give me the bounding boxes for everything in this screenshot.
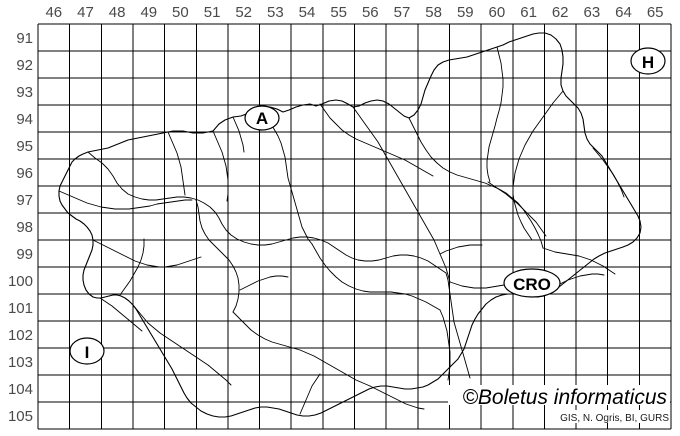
col-label: 60 xyxy=(489,4,506,21)
col-label: 49 xyxy=(140,4,157,21)
row-label: 95 xyxy=(16,138,33,155)
col-label: 65 xyxy=(647,4,664,21)
grid-lines xyxy=(37,23,672,430)
region-boundary xyxy=(92,239,202,268)
marker-ellipse-cro xyxy=(503,268,561,298)
row-label: 97 xyxy=(16,192,33,209)
region-boundary xyxy=(232,116,245,153)
region-boundary xyxy=(486,46,504,183)
region-boundary xyxy=(119,238,145,296)
region-boundary xyxy=(87,151,259,246)
col-label: 62 xyxy=(552,4,569,21)
attribution-backdrop xyxy=(556,410,670,423)
row-label: 100 xyxy=(8,273,33,290)
internal-region-boundaries xyxy=(58,46,625,415)
attribution-label: GIS, N. Ogris, BI, GURS xyxy=(560,413,669,424)
region-boundary xyxy=(257,236,447,274)
region-boundary xyxy=(195,199,240,313)
col-label: 46 xyxy=(45,4,62,21)
slovenia-national-border xyxy=(58,32,642,418)
country-border-outline xyxy=(58,32,642,418)
region-boundary xyxy=(58,190,193,210)
marker-label-cro: CRO xyxy=(513,275,551,294)
country-marker-h[interactable]: H xyxy=(630,47,666,75)
col-label: 51 xyxy=(204,4,221,21)
marker-label-a: A xyxy=(256,109,268,128)
region-boundary xyxy=(512,90,564,241)
col-label: 53 xyxy=(267,4,284,21)
row-label: 94 xyxy=(16,111,33,128)
region-boundary xyxy=(352,106,451,283)
col-label: 63 xyxy=(584,4,601,21)
region-boundary xyxy=(232,311,371,387)
col-label: 48 xyxy=(109,4,126,21)
region-boundary xyxy=(239,275,289,291)
region-boundary xyxy=(439,309,451,381)
region-boundary xyxy=(445,272,471,379)
row-axis-labels: 91 92 93 94 95 96 97 98 99 100 101 102 1… xyxy=(8,30,33,425)
col-label: 57 xyxy=(394,4,411,21)
country-marker-i[interactable]: I xyxy=(69,337,105,365)
region-boundary xyxy=(261,107,313,245)
region-boundary xyxy=(439,244,483,255)
col-label: 52 xyxy=(235,4,252,21)
row-label: 99 xyxy=(16,246,33,263)
copyright-label: ©Boletus informaticus xyxy=(462,386,667,409)
region-boundary xyxy=(167,131,186,196)
region-boundary xyxy=(132,304,232,386)
row-label: 105 xyxy=(8,408,33,425)
copyright-backdrop xyxy=(448,385,670,405)
row-label: 102 xyxy=(8,327,33,344)
row-label: 104 xyxy=(8,381,33,398)
marker-label-i: I xyxy=(85,343,90,362)
row-label: 93 xyxy=(16,84,33,101)
region-boundary xyxy=(408,117,544,249)
region-boundary xyxy=(99,297,143,332)
column-axis-labels: 46 47 48 49 50 51 52 53 54 55 56 57 58 5… xyxy=(45,4,663,21)
col-label: 59 xyxy=(457,4,474,21)
row-label: 96 xyxy=(16,165,33,182)
region-boundary xyxy=(369,385,425,410)
row-label: 98 xyxy=(16,219,33,236)
region-boundary xyxy=(449,281,511,289)
col-label: 58 xyxy=(425,4,442,21)
marker-ellipse-h xyxy=(630,47,666,75)
col-label: 55 xyxy=(330,4,347,21)
region-boundary xyxy=(319,103,434,177)
row-label: 92 xyxy=(16,57,33,74)
marker-label-h: H xyxy=(642,53,654,72)
row-label: 103 xyxy=(8,354,33,371)
region-boundary xyxy=(299,373,321,415)
country-marker-cro[interactable]: CRO xyxy=(503,268,561,298)
copyright-block: ©Boletus informaticus GIS, N. Ogris, BI,… xyxy=(448,385,670,424)
col-label: 56 xyxy=(362,4,379,21)
row-label: 91 xyxy=(16,30,33,47)
region-boundary xyxy=(212,130,229,202)
region-boundary xyxy=(311,243,441,311)
col-label: 54 xyxy=(299,4,316,21)
region-boundary xyxy=(487,181,547,237)
country-marker-a[interactable]: A xyxy=(244,105,280,131)
col-label: 47 xyxy=(77,4,94,21)
col-label: 64 xyxy=(615,4,632,21)
row-label: 101 xyxy=(8,300,33,317)
col-label: 50 xyxy=(172,4,189,21)
marker-ellipse-a xyxy=(244,105,280,131)
marker-ellipse-i xyxy=(69,337,105,365)
region-boundary xyxy=(542,247,616,275)
col-label: 61 xyxy=(520,4,537,21)
region-boundary xyxy=(592,147,625,198)
